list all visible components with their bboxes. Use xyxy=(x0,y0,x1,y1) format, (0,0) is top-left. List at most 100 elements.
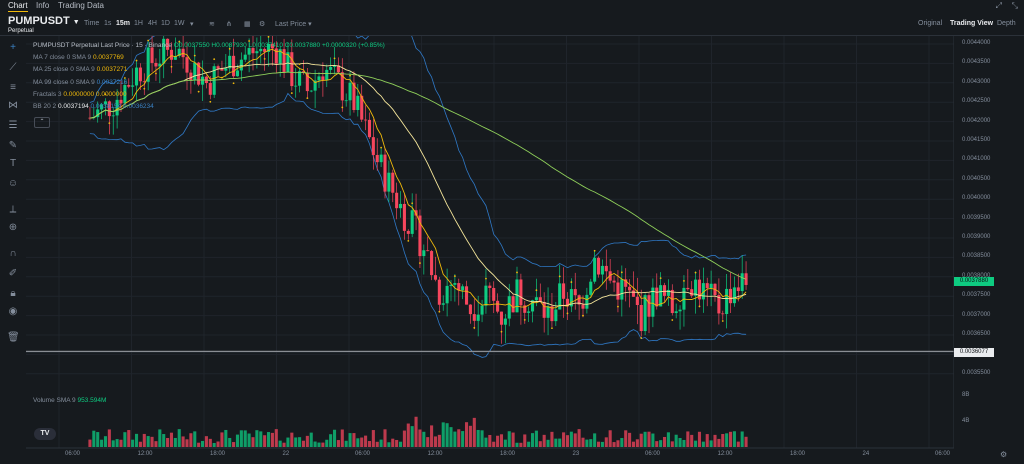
collapse-icon[interactable]: ⤡ xyxy=(1011,1,1018,10)
volume-bar xyxy=(728,431,733,447)
candle-body xyxy=(270,43,274,49)
volume-bar xyxy=(379,439,383,447)
price-axis-label: 0.0038500 xyxy=(962,253,991,260)
view-trading-view[interactable]: Trading View xyxy=(950,20,994,27)
chart-legend: PUMPUSDT Perpetual Last Price · 15 · Bin… xyxy=(33,40,385,113)
tradingview-logo[interactable]: TV xyxy=(34,428,56,440)
volume-bar xyxy=(243,430,247,447)
candle-body xyxy=(282,49,286,72)
price-chart[interactable] xyxy=(26,36,954,452)
legend-collapse-button[interactable]: ⌃ xyxy=(34,117,50,128)
candle-body xyxy=(445,285,449,304)
candle-body xyxy=(604,265,608,272)
brush-icon[interactable]: ✎ xyxy=(8,140,18,151)
candle-body xyxy=(123,85,127,104)
volume-bar xyxy=(251,437,255,447)
indicators-icon[interactable]: ≋ xyxy=(209,21,215,28)
candle-body xyxy=(655,287,659,307)
volume-bar xyxy=(651,433,655,447)
volume-bar xyxy=(410,426,414,447)
volume-bar xyxy=(208,438,212,447)
pattern-icon[interactable]: ⋈ xyxy=(8,100,18,111)
price-axis-label: 0.0041500 xyxy=(962,137,991,143)
trend-line-icon[interactable]: ⟋ xyxy=(9,62,17,73)
candle-body xyxy=(131,85,135,87)
top-nav: Chart Info Trading Data ⤢ ⤡ xyxy=(0,0,1024,12)
view-depth[interactable]: Depth xyxy=(997,20,1016,27)
volume-bar xyxy=(197,442,201,447)
settings-icon[interactable]: ⚙ xyxy=(259,21,266,28)
timeframe-4h[interactable]: 4H xyxy=(148,20,157,27)
hline-price-tag: 0.0036077 xyxy=(954,348,994,357)
timeframe-1s[interactable]: 1s xyxy=(104,20,112,27)
volume-bar xyxy=(492,441,496,447)
volume-bar xyxy=(185,439,189,447)
timeframe-15m[interactable]: 15m xyxy=(116,20,131,27)
chart-type-icon[interactable]: ⋔ xyxy=(226,21,232,28)
text-icon[interactable]: T xyxy=(9,158,17,169)
candle-body xyxy=(224,68,228,71)
fractal-down-marker xyxy=(197,90,200,93)
volume-legend-value: 953.594M xyxy=(77,397,107,404)
timeframe-1w[interactable]: 1W xyxy=(174,20,185,27)
volume-bar xyxy=(336,440,340,447)
view-original[interactable]: Original xyxy=(918,20,943,27)
candle-body xyxy=(344,100,348,102)
price-axis-label: 0.0038000 xyxy=(962,272,991,279)
fractal-down-marker xyxy=(290,92,293,94)
candle-body xyxy=(600,265,604,275)
fractal-up-marker xyxy=(535,289,538,292)
volume-bar xyxy=(313,441,317,447)
candle-body xyxy=(259,48,263,52)
legend-title: PUMPUSDT Perpetual Last Price · 15 · Bin… xyxy=(33,42,172,49)
expand-icon[interactable]: ⤢ xyxy=(995,1,1002,10)
volume-bar xyxy=(507,431,511,447)
volume-bar xyxy=(340,429,344,447)
moving-averages xyxy=(89,48,747,309)
volume-legend-label: Volume SMA 9 xyxy=(33,397,76,404)
volume-bar xyxy=(220,432,224,447)
fractal-down-marker xyxy=(170,65,173,68)
volume-bar xyxy=(426,437,430,447)
volume-bar xyxy=(134,433,139,447)
volume-bar xyxy=(317,442,321,447)
volume-bar xyxy=(690,434,694,447)
volume-bar xyxy=(705,434,709,447)
candle-body xyxy=(678,309,682,312)
tab-info[interactable]: Info xyxy=(36,1,50,10)
more-timeframes-icon[interactable]: ▾ xyxy=(190,21,194,28)
price-type-selector[interactable]: Last Price ▾ xyxy=(275,21,312,28)
candle-body xyxy=(651,287,655,317)
candle-body xyxy=(309,90,313,92)
time-axis-label: 06:00 xyxy=(645,451,661,457)
trash-icon[interactable]: 🗑︎ xyxy=(7,332,20,343)
price-axis-label: 0.0037500 xyxy=(962,292,991,299)
tab-trading-data[interactable]: Trading Data xyxy=(58,1,104,10)
candle-body xyxy=(239,59,243,71)
crosshair-icon[interactable]: + xyxy=(10,42,16,53)
magnet-icon[interactable]: ∩ xyxy=(9,248,17,259)
lock-icon[interactable]: 🔒︎ xyxy=(10,288,16,299)
zoom-in-icon[interactable]: ⊕ xyxy=(8,222,18,233)
volume-bar xyxy=(445,423,449,447)
fib-icon[interactable]: ☰ xyxy=(8,120,18,131)
symbol-selector[interactable]: PUMPUSDT ▼ xyxy=(8,15,80,27)
timeframe-1d[interactable]: 1D xyxy=(161,20,170,27)
emoji-icon[interactable]: ☺ xyxy=(7,178,19,189)
tab-chart[interactable]: Chart xyxy=(8,1,28,12)
candle-body xyxy=(422,250,426,257)
volume-bar xyxy=(701,441,705,447)
layout-icon[interactable]: ▦ xyxy=(244,21,251,28)
legend-bb: BB 20 2 0.0037194 0.0038154 0.0036234 xyxy=(33,101,385,113)
fractal-up-marker xyxy=(104,93,107,96)
ruler-icon[interactable]: ⟂ xyxy=(9,204,17,215)
fractal-up-marker xyxy=(683,280,685,282)
timeframe-1h[interactable]: 1H xyxy=(134,20,143,27)
eye-icon[interactable]: ◉ xyxy=(8,306,18,317)
legend-ohlc: O0.0037550 H0.0037930 L0.0037410 C0.0037… xyxy=(173,42,385,49)
chart-settings-icon[interactable]: ⚙ xyxy=(1000,450,1008,459)
timeframe-time[interactable]: Time xyxy=(84,20,100,27)
candle-body xyxy=(701,283,705,300)
horizontal-lines-icon[interactable]: ≡ xyxy=(10,82,16,93)
stay-in-draw-mode-icon[interactable]: ✐ xyxy=(8,268,18,279)
